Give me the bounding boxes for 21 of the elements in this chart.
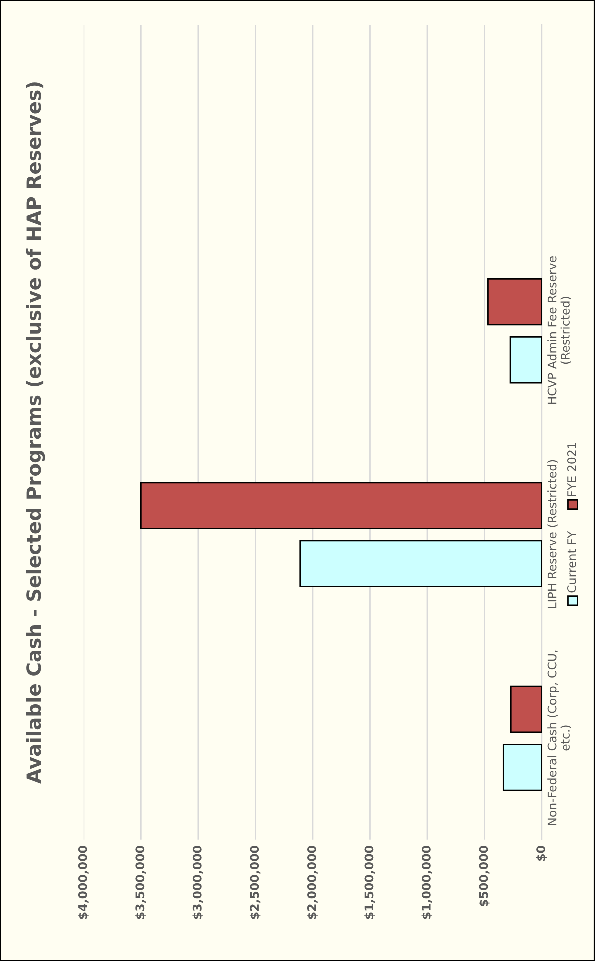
text: Current FY	[567, 531, 576, 593]
bar	[510, 686, 542, 734]
text: Available Cash - Selected Programs (exclusive of HAP Reserves)	[26, 82, 46, 784]
x-tick-label: $1,000,000	[422, 846, 432, 920]
bar	[140, 482, 542, 530]
x-tick-label: $3,500,000	[135, 846, 146, 920]
x-tick-label: $0	[536, 846, 548, 861]
bar	[510, 336, 542, 384]
bar	[502, 744, 542, 792]
x-tick-label: $2,000,000	[307, 846, 318, 920]
bar	[488, 278, 542, 326]
x-tick-label: $1,500,000	[364, 846, 376, 920]
y-tick-label: Non-Federal Cash (Corp, CCU, etc.)	[548, 650, 572, 826]
text: FYE 2021	[567, 443, 576, 496]
x-tick-label: $2,500,000	[250, 846, 261, 920]
y-tick-label: HCVP Admin Fee Reserve (Restricted)	[548, 256, 572, 404]
y-tick-label: LIPH Reserve (Restricted)	[548, 460, 558, 608]
x-tick-label: $500,000	[479, 846, 490, 907]
x-tick-label: $3,000,000	[192, 846, 204, 920]
bar	[300, 540, 542, 588]
x-tick-label: $4,000,000	[78, 846, 89, 920]
